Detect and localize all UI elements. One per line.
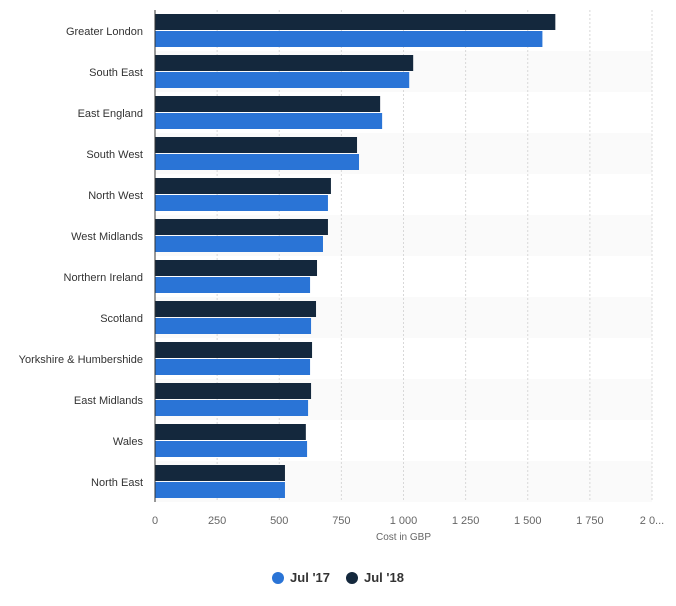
x-tick-label: 2 0... — [640, 515, 664, 527]
category-label: North West — [88, 190, 143, 202]
bar-jul18 — [155, 465, 285, 481]
legend-item-jul18[interactable]: Jul '18 — [346, 570, 404, 585]
bar-jul18 — [155, 301, 317, 317]
bar-jul18 — [155, 342, 313, 358]
bar-jul18 — [155, 260, 318, 276]
x-tick-label: 0 — [152, 515, 158, 527]
x-tick-label: 1 250 — [452, 515, 480, 527]
category-label: Northern Ireland — [64, 272, 144, 284]
category-label: Scotland — [100, 313, 143, 325]
legend-dot-icon — [346, 571, 358, 584]
bar-jul17 — [155, 113, 383, 129]
bar-jul17 — [155, 195, 328, 211]
x-axis-title: Cost in GBP — [376, 532, 431, 543]
category-label: West Midlands — [71, 231, 143, 243]
bar-jul17 — [155, 72, 410, 88]
bar-jul17 — [155, 359, 311, 375]
legend-dot-icon — [272, 571, 285, 584]
category-label: Yorkshire & Humbershide — [19, 354, 143, 366]
bar-jul18 — [155, 424, 306, 440]
legend-label: Jul '17 — [290, 570, 330, 585]
bar-jul18 — [155, 14, 556, 30]
bar-jul18 — [155, 55, 414, 71]
bar-jul17 — [155, 154, 360, 170]
category-label: East Midlands — [74, 395, 144, 407]
category-label: Greater London — [66, 26, 143, 38]
bar-jul17 — [155, 277, 311, 293]
bar-jul17 — [155, 441, 308, 457]
category-label: South West — [86, 149, 143, 161]
category-label: East England — [78, 108, 143, 120]
legend-label: Jul '18 — [364, 570, 404, 585]
legend-item-jul17[interactable]: Jul '17 — [272, 570, 330, 585]
x-tick-label: 500 — [270, 515, 288, 527]
bar-jul18 — [155, 178, 331, 194]
bar-jul17 — [155, 400, 309, 416]
category-label: North East — [91, 477, 143, 489]
legend: Jul '17 Jul '18 — [0, 570, 676, 585]
bar-jul17 — [155, 482, 285, 498]
x-tick-label: 1 750 — [576, 515, 604, 527]
bar-jul17 — [155, 31, 543, 47]
x-tick-label: 250 — [208, 515, 226, 527]
bar-chart: 0 250 500 750 1 000 1 250 1 500 1 750 2 0... Cost… — [19, 10, 664, 543]
bar-jul17 — [155, 236, 323, 252]
x-tick-label: 750 — [332, 515, 350, 527]
bar-jul18 — [155, 137, 358, 153]
category-label: South East — [89, 67, 143, 79]
category-label: Wales — [113, 436, 144, 448]
bar-jul18 — [155, 219, 328, 235]
bar-jul17 — [155, 318, 312, 334]
bar-jul18 — [155, 383, 312, 399]
x-tick-label: 1 000 — [390, 515, 418, 527]
bar-jul18 — [155, 96, 381, 112]
x-tick-label: 1 500 — [514, 515, 542, 527]
